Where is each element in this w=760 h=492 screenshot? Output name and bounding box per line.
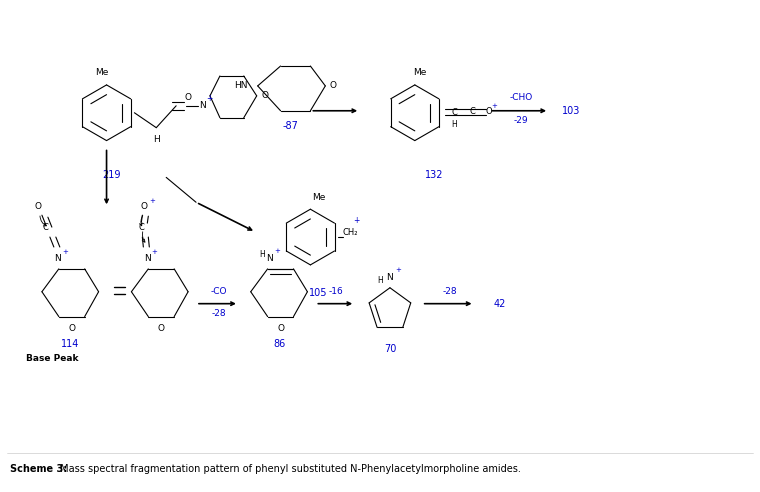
Text: +: +	[206, 94, 212, 103]
Text: -87: -87	[283, 121, 299, 131]
Text: O: O	[261, 92, 268, 100]
Text: +: +	[62, 249, 68, 255]
Text: Mass spectral fragmentation pattern of phenyl substituted N-Phenylacetylmorpholi: Mass spectral fragmentation pattern of p…	[57, 464, 521, 474]
Text: N: N	[266, 254, 273, 263]
Text: Scheme 3:: Scheme 3:	[10, 464, 68, 474]
Text: C: C	[470, 107, 476, 116]
Text: +: +	[151, 249, 157, 255]
Text: O: O	[185, 93, 192, 102]
Text: O: O	[277, 324, 284, 333]
Text: N: N	[198, 101, 205, 110]
Text: -28: -28	[211, 309, 226, 318]
Text: C: C	[43, 222, 49, 232]
Text: CH₂: CH₂	[343, 228, 358, 237]
Text: -CHO: -CHO	[509, 93, 533, 102]
Text: O: O	[485, 107, 492, 116]
Text: Me: Me	[312, 193, 325, 202]
Text: -CO: -CO	[211, 287, 227, 296]
Text: C: C	[138, 222, 144, 232]
Text: C: C	[451, 108, 458, 117]
Text: 132: 132	[426, 170, 444, 181]
Text: 103: 103	[562, 106, 580, 116]
Text: 219: 219	[103, 170, 121, 181]
Text: -28: -28	[442, 287, 457, 296]
Text: 42: 42	[493, 299, 505, 308]
Text: O: O	[158, 324, 165, 333]
Text: O: O	[330, 81, 337, 91]
Text: +: +	[492, 103, 497, 109]
Text: +: +	[274, 248, 280, 254]
Text: O: O	[141, 202, 148, 211]
Text: HN: HN	[234, 81, 248, 91]
Text: +: +	[395, 267, 401, 273]
Text: 86: 86	[274, 339, 286, 349]
Text: N: N	[144, 254, 150, 263]
Text: -29: -29	[514, 116, 528, 125]
Text: +: +	[150, 198, 155, 204]
Text: Me: Me	[95, 68, 108, 77]
Text: Me: Me	[413, 68, 426, 77]
Text: O: O	[68, 324, 75, 333]
Text: +: +	[353, 215, 359, 225]
Text: H: H	[451, 120, 458, 129]
Text: Base Peak: Base Peak	[26, 354, 78, 363]
Text: 114: 114	[61, 339, 79, 349]
Text: O: O	[34, 202, 42, 211]
Text: H: H	[153, 135, 160, 144]
Text: H: H	[377, 277, 383, 285]
Text: -16: -16	[329, 287, 344, 296]
Text: 70: 70	[384, 344, 396, 354]
Text: 105: 105	[309, 288, 328, 298]
Text: N: N	[55, 254, 62, 263]
Text: H: H	[259, 250, 264, 259]
Text: N: N	[387, 274, 394, 282]
